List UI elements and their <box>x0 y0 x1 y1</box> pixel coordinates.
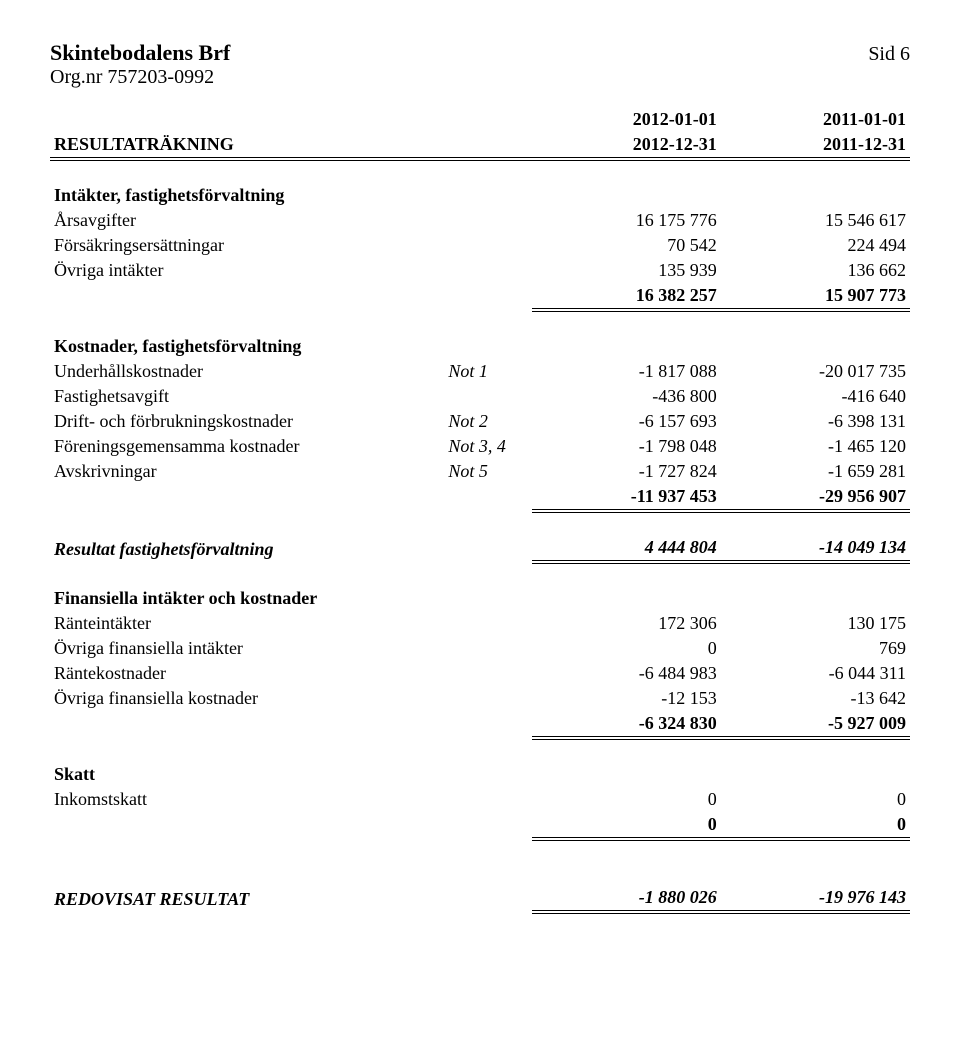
row-value: -20 017 735 <box>721 359 910 384</box>
row-label: Årsavgifter <box>50 208 428 233</box>
section3-sum: -5 927 009 <box>721 711 910 738</box>
final-label: REDOVISAT RESULTAT <box>50 885 428 912</box>
row-value: -1 727 824 <box>532 459 721 484</box>
section3-title: Finansiella intäkter och kostnader <box>50 586 910 611</box>
result1-label: Resultat fastighetsförvaltning <box>50 535 428 562</box>
row-value: 15 546 617 <box>721 208 910 233</box>
final-value: -19 976 143 <box>721 885 910 912</box>
row-value: 0 <box>532 787 721 812</box>
row-note: Not 3, 4 <box>428 434 531 459</box>
row-note: Not 1 <box>428 359 531 384</box>
section1-title: Intäkter, fastighetsförvaltning <box>50 183 910 208</box>
org-number: Org.nr 757203-0992 <box>50 66 910 89</box>
row-value: 0 <box>721 787 910 812</box>
row-label: Drift- och förbrukningskostnader <box>50 409 428 434</box>
row-value: 224 494 <box>721 233 910 258</box>
report-title: RESULTATRÄKNING <box>50 132 428 159</box>
period1-end: 2012-12-31 <box>532 132 721 159</box>
section4-sum: 0 <box>721 812 910 839</box>
section2-title: Kostnader, fastighetsförvaltning <box>50 334 910 359</box>
result1-value: 4 444 804 <box>532 535 721 562</box>
row-value: -13 642 <box>721 686 910 711</box>
section1-sum: 15 907 773 <box>721 283 910 310</box>
period2-start: 2011-01-01 <box>721 107 910 132</box>
row-value: 16 175 776 <box>532 208 721 233</box>
row-value: 130 175 <box>721 611 910 636</box>
row-value: -1 798 048 <box>532 434 721 459</box>
section4-title: Skatt <box>50 762 910 787</box>
page-number: Sid 6 <box>868 43 910 66</box>
row-label: Fastighetsavgift <box>50 384 428 409</box>
company-name: Skintebodalens Brf <box>50 40 230 66</box>
period2-end: 2011-12-31 <box>721 132 910 159</box>
result1-value: -14 049 134 <box>721 535 910 562</box>
section4-sum: 0 <box>532 812 721 839</box>
row-label: Inkomstskatt <box>50 787 428 812</box>
row-label: Övriga intäkter <box>50 258 428 283</box>
section2-sum: -11 937 453 <box>532 484 721 511</box>
row-value: -436 800 <box>532 384 721 409</box>
row-label: Ränteintäkter <box>50 611 428 636</box>
row-value: 0 <box>532 636 721 661</box>
row-value: -6 157 693 <box>532 409 721 434</box>
row-value: 135 939 <box>532 258 721 283</box>
row-label: Övriga finansiella intäkter <box>50 636 428 661</box>
row-value: 769 <box>721 636 910 661</box>
row-label: Räntekostnader <box>50 661 428 686</box>
row-value: -416 640 <box>721 384 910 409</box>
row-value: -1 659 281 <box>721 459 910 484</box>
row-value: 172 306 <box>532 611 721 636</box>
row-label: Underhållskostnader <box>50 359 428 384</box>
row-value: -12 153 <box>532 686 721 711</box>
row-value: -6 484 983 <box>532 661 721 686</box>
row-value: -1 465 120 <box>721 434 910 459</box>
row-label: Föreningsgemensamma kostnader <box>50 434 428 459</box>
row-value: -6 044 311 <box>721 661 910 686</box>
income-statement-table: 2012-01-01 2011-01-01 RESULTATRÄKNING 20… <box>50 107 910 914</box>
row-note: Not 5 <box>428 459 531 484</box>
row-label: Försäkringsersättningar <box>50 233 428 258</box>
row-note: Not 2 <box>428 409 531 434</box>
row-value: 70 542 <box>532 233 721 258</box>
row-label: Avskrivningar <box>50 459 428 484</box>
row-value: -1 817 088 <box>532 359 721 384</box>
row-value: 136 662 <box>721 258 910 283</box>
period1-start: 2012-01-01 <box>532 107 721 132</box>
section3-sum: -6 324 830 <box>532 711 721 738</box>
row-label: Övriga finansiella kostnader <box>50 686 428 711</box>
section2-sum: -29 956 907 <box>721 484 910 511</box>
final-value: -1 880 026 <box>532 885 721 912</box>
row-value: -6 398 131 <box>721 409 910 434</box>
section1-sum: 16 382 257 <box>532 283 721 310</box>
